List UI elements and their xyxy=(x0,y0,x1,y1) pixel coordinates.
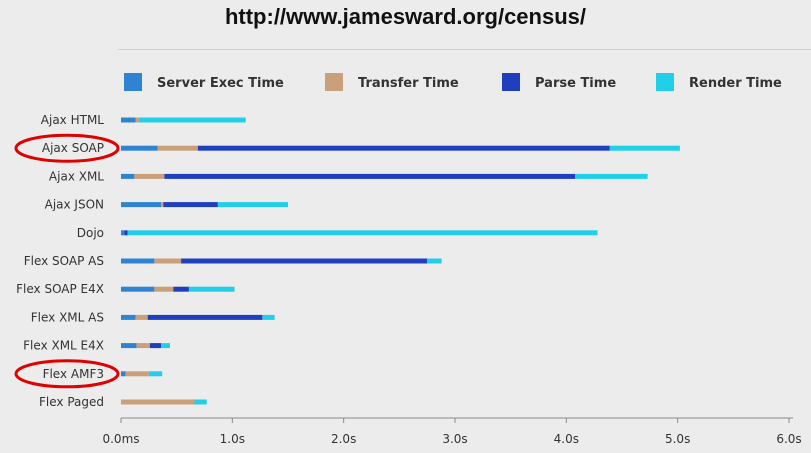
bar-segment-flex-soap-as-parse-time xyxy=(181,258,428,264)
legend-swatch-render-time xyxy=(656,73,674,91)
bar-segment-flex-soap-e4x-render-time xyxy=(188,286,235,292)
bar-segment-ajax-soap-render-time xyxy=(609,145,680,151)
category-label-ajax-html: Ajax HTML xyxy=(41,113,105,127)
category-label-ajax-json: Ajax JSON xyxy=(45,198,104,212)
bar-segment-flex-xml-as-parse-time xyxy=(147,314,263,320)
bar-segment-ajax-json-server-exec-time xyxy=(121,202,162,208)
x-tick-label: 6.0s xyxy=(776,432,801,446)
legend-swatch-parse-time xyxy=(502,73,520,91)
title-divider xyxy=(118,49,811,50)
bar-segment-dojo-server-exec-time xyxy=(121,230,125,236)
x-tick-label: 3.0s xyxy=(442,432,467,446)
category-label-flex-amf3: Flex AMF3 xyxy=(43,367,104,381)
bar-segment-ajax-soap-server-exec-time xyxy=(121,145,158,151)
bar-segment-ajax-soap-parse-time xyxy=(197,145,610,151)
legend-label-render-time: Render Time xyxy=(689,76,782,91)
bars xyxy=(121,117,680,405)
x-tick-label: 2.0s xyxy=(331,432,356,446)
bar-segment-flex-xml-as-server-exec-time xyxy=(121,314,136,320)
bar-segment-flex-soap-e4x-server-exec-time xyxy=(121,286,155,292)
x-tick-label: 0.0ms xyxy=(102,432,139,446)
category-label-flex-xml-as: Flex XML AS xyxy=(31,310,104,324)
bar-segment-flex-paged-transfer-time xyxy=(121,399,195,405)
legend: Server Exec Time Transfer Time Parse Time R… xyxy=(124,73,782,91)
bar-segment-ajax-xml-parse-time xyxy=(164,173,576,179)
x-tick-label: 5.0s xyxy=(665,432,690,446)
bar-segment-flex-xml-as-transfer-time xyxy=(135,314,148,320)
category-label-flex-soap-e4x: Flex SOAP E4X xyxy=(16,282,104,296)
bar-segment-ajax-html-transfer-time xyxy=(135,117,139,123)
page-title: http://www.jamesward.org/census/ xyxy=(224,4,587,29)
bar-segment-flex-soap-e4x-parse-time xyxy=(173,286,189,292)
bar-segment-ajax-xml-transfer-time xyxy=(134,173,165,179)
highlight-circles xyxy=(14,133,120,389)
bar-segment-flex-xml-e4x-parse-time xyxy=(149,343,162,349)
bar-segment-flex-xml-e4x-render-time xyxy=(161,343,170,349)
bar-segment-dojo-parse-time xyxy=(124,230,128,236)
bar-segment-ajax-json-render-time xyxy=(217,202,288,208)
bar-segment-flex-soap-e4x-transfer-time xyxy=(154,286,174,292)
highlight-circle-flex-amf3 xyxy=(14,359,120,389)
legend-swatch-server-exec-time xyxy=(124,73,142,91)
category-label-flex-soap-as: Flex SOAP AS xyxy=(24,254,104,268)
category-label-ajax-xml: Ajax XML xyxy=(49,169,104,183)
bar-segment-ajax-xml-server-exec-time xyxy=(121,173,135,179)
legend-label-server-exec-time: Server Exec Time xyxy=(157,76,284,91)
bar-segment-ajax-json-parse-time xyxy=(163,202,218,208)
bar-segment-ajax-json-transfer-time xyxy=(161,202,164,208)
x-tick-label: 4.0s xyxy=(554,432,579,446)
category-label-ajax-soap: Ajax SOAP xyxy=(42,141,104,155)
category-label-flex-xml-e4x: Flex XML E4X xyxy=(23,339,104,353)
bar-segment-flex-amf3-transfer-time xyxy=(125,371,149,377)
bar-segment-flex-paged-render-time xyxy=(194,399,207,405)
bar-segment-flex-amf3-render-time xyxy=(148,371,163,377)
bar-segment-flex-soap-as-server-exec-time xyxy=(121,258,155,264)
y-axis-labels: Ajax HTML Ajax SOAP Ajax XML Ajax JSON Dojo F… xyxy=(16,113,104,409)
bar-segment-ajax-xml-render-time xyxy=(575,173,648,179)
x-tick-label: 1.0s xyxy=(220,432,245,446)
bar-segment-ajax-html-server-exec-time xyxy=(121,117,136,123)
category-label-dojo: Dojo xyxy=(77,226,104,240)
legend-swatch-transfer-time xyxy=(325,73,343,91)
bar-segment-flex-soap-as-render-time xyxy=(427,258,442,264)
category-label-flex-paged: Flex Paged xyxy=(39,395,104,409)
legend-label-transfer-time: Transfer Time xyxy=(358,76,459,91)
bar-segment-ajax-html-render-time xyxy=(138,117,246,123)
bar-segment-flex-amf3-server-exec-time xyxy=(121,371,126,377)
highlight-circle-ajax-soap xyxy=(14,133,120,163)
bar-segment-flex-xml-e4x-server-exec-time xyxy=(121,343,137,349)
x-axis: 0.0ms 1.0s 2.0s 3.0s 4.0s 5.0s 6.0s xyxy=(102,417,802,446)
bar-segment-ajax-soap-transfer-time xyxy=(157,145,198,151)
bar-segment-dojo-render-time xyxy=(127,230,598,236)
bar-segment-flex-soap-as-transfer-time xyxy=(154,258,182,264)
bar-segment-flex-xml-as-render-time xyxy=(262,314,275,320)
legend-label-parse-time: Parse Time xyxy=(535,76,616,91)
bar-segment-flex-xml-e4x-transfer-time xyxy=(136,343,150,349)
